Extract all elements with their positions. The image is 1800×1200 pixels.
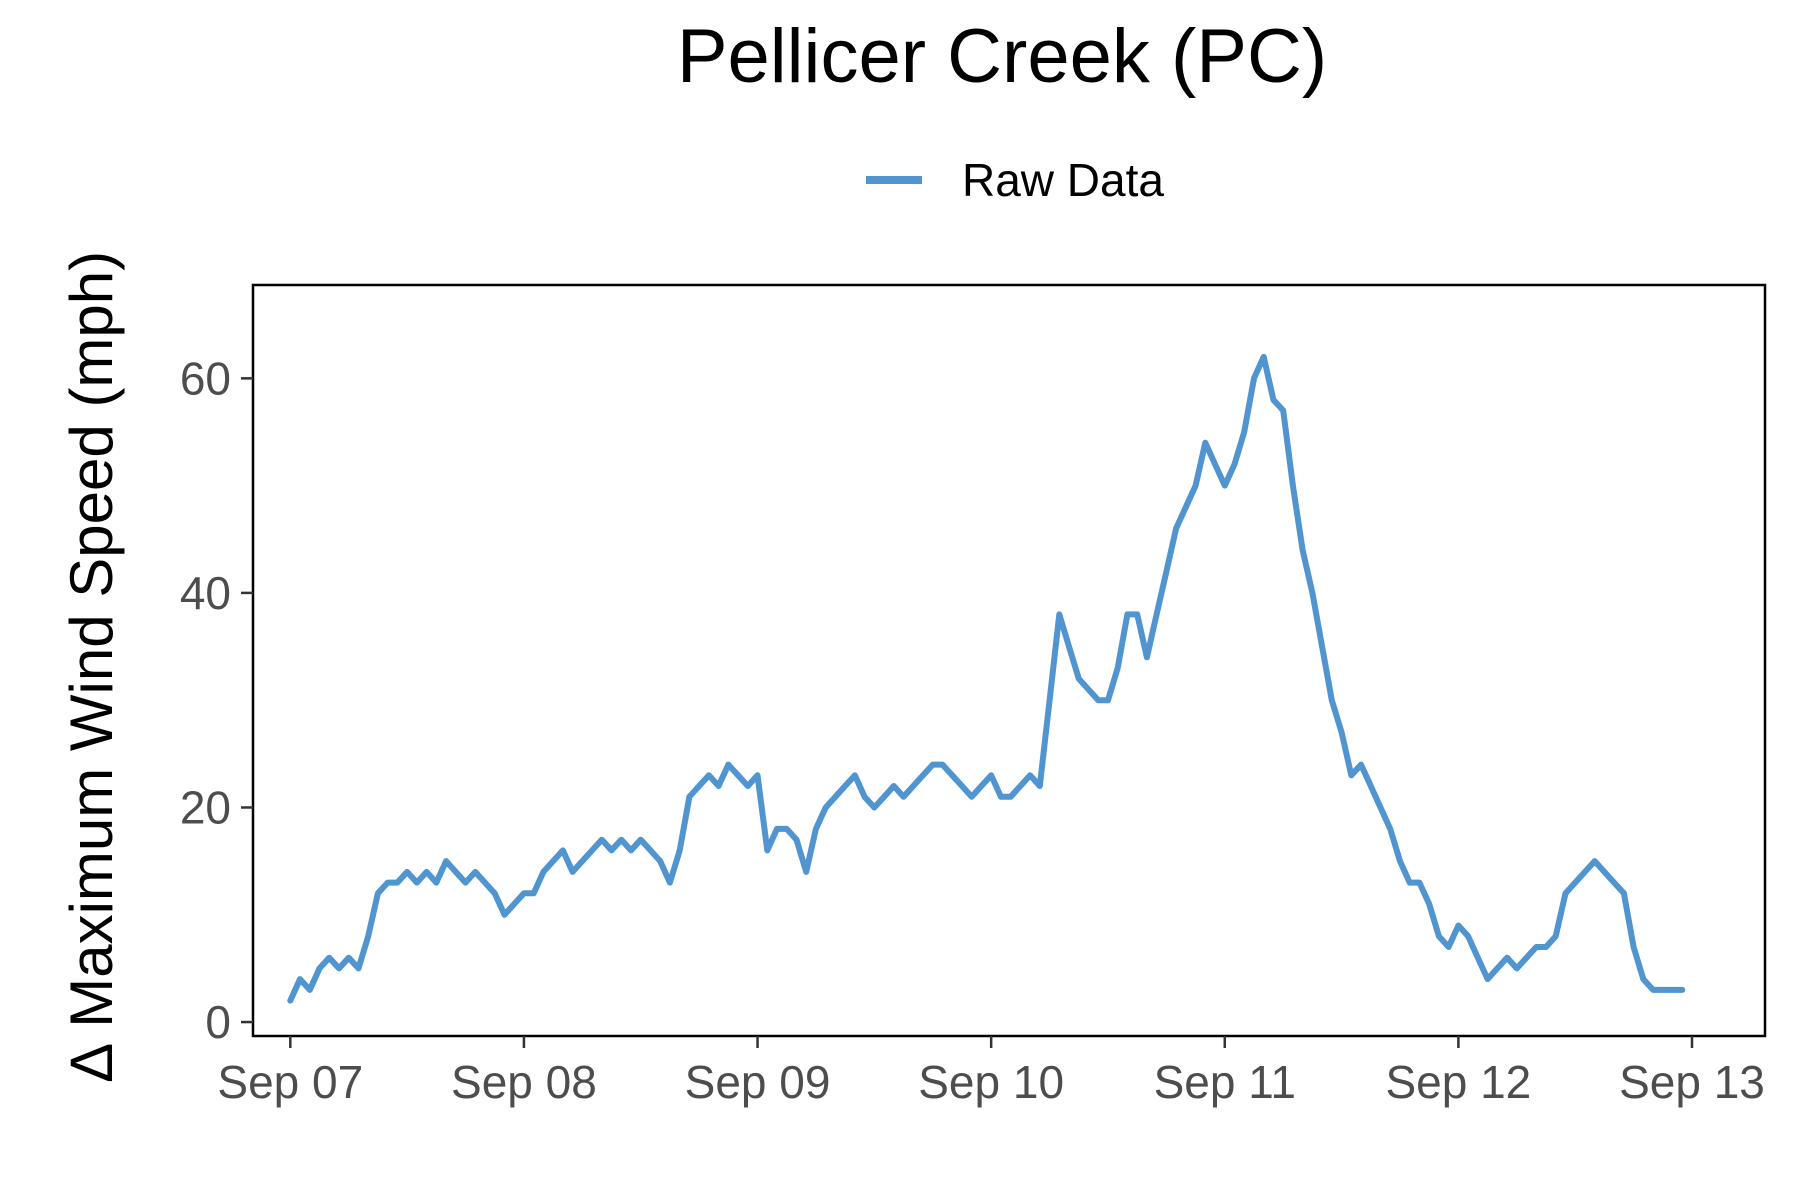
legend: Raw Data — [866, 154, 1164, 206]
y-tick-label: 40 — [180, 567, 231, 619]
y-tick-label: 60 — [180, 352, 231, 404]
x-tick-label: Sep 13 — [1619, 1056, 1765, 1108]
x-axis: Sep 07 Sep 08 Sep 09 Sep 10 Sep 11 Sep 12 Sep … — [217, 1036, 1765, 1108]
x-tick-label: Sep 12 — [1385, 1056, 1531, 1108]
x-tick-label: Sep 07 — [217, 1056, 363, 1108]
y-tick-label: 0 — [205, 996, 231, 1048]
y-axis-title: ∆ Maximum Wind Speed (mph) — [58, 251, 125, 1081]
y-axis: 0 20 40 60 — [180, 352, 253, 1048]
x-tick-label: Sep 08 — [451, 1056, 597, 1108]
series-line-raw-data — [287, 353, 1686, 1004]
chart-title: Pellicer Creek (PC) — [677, 14, 1327, 99]
x-tick-label: Sep 10 — [918, 1056, 1064, 1108]
x-tick-label: Sep 09 — [685, 1056, 831, 1108]
y-tick-label: 20 — [180, 781, 231, 833]
x-tick-label: Sep 11 — [1154, 1056, 1296, 1108]
legend-label-raw-data: Raw Data — [962, 154, 1164, 206]
plot-panel — [251, 283, 1767, 1038]
series-layer — [287, 353, 1686, 1004]
